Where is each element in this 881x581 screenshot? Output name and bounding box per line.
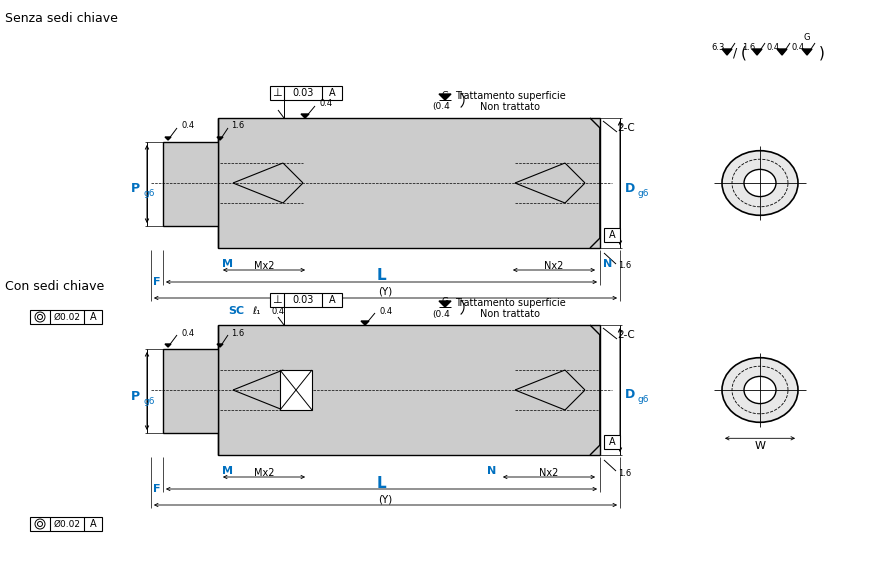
Polygon shape [802,49,812,55]
Text: /: / [733,46,737,59]
Text: 0.4: 0.4 [271,307,285,315]
Text: G: G [803,33,811,41]
Text: (0.4: (0.4 [432,310,450,318]
Text: g6: g6 [143,189,154,199]
Text: ℓ₁: ℓ₁ [252,306,260,316]
Text: A: A [609,230,615,240]
Text: M: M [222,259,233,269]
Text: 0.4: 0.4 [181,121,194,131]
Bar [270,86,342,100]
Ellipse shape [744,376,776,404]
Text: g6: g6 [638,396,649,404]
Text: P: P [130,389,139,403]
Polygon shape [165,344,171,347]
Text: L: L [377,268,386,284]
Bar [163,349,218,433]
Text: 1.6: 1.6 [618,261,632,271]
Ellipse shape [722,150,798,216]
Text: ): ) [819,45,825,60]
Bar [163,142,218,226]
Text: Trattamento superficie: Trattamento superficie [455,298,566,308]
Text: G: G [441,91,448,99]
Text: N: N [487,466,497,476]
Text: F: F [153,484,161,494]
Text: 0.4: 0.4 [766,42,780,52]
Bar [270,293,342,307]
Text: 1.6: 1.6 [742,42,755,52]
Bar [30,517,102,531]
Text: 0.4: 0.4 [792,42,805,52]
Text: 0.03: 0.03 [292,88,314,98]
Text: M: M [222,466,233,476]
Text: Non trattato: Non trattato [480,309,540,319]
Text: (Y): (Y) [378,494,393,504]
Text: A: A [329,88,336,98]
Text: SC: SC [228,306,244,316]
Text: N: N [603,259,612,269]
Ellipse shape [722,358,798,422]
Text: ⊥: ⊥ [272,295,282,305]
Text: D: D [625,389,635,401]
Text: Nx2: Nx2 [544,261,564,271]
Text: L: L [377,475,386,490]
Bar [218,118,600,248]
Polygon shape [301,114,309,118]
Text: A: A [90,519,96,529]
Text: g6: g6 [638,188,649,198]
Text: ⊥: ⊥ [272,88,282,98]
Text: (0.4: (0.4 [432,102,450,112]
Text: 1.6: 1.6 [231,328,244,338]
Ellipse shape [744,170,776,196]
Text: Trattamento superficie: Trattamento superficie [455,91,566,101]
Text: Ø0.02: Ø0.02 [54,519,80,529]
Bar [218,325,600,455]
Text: A: A [90,312,96,322]
Polygon shape [217,344,223,347]
Text: (: ( [741,45,747,60]
Polygon shape [217,137,223,140]
Text: W: W [754,442,766,451]
Text: Senza sedi chiave: Senza sedi chiave [5,12,118,24]
Text: P: P [130,182,139,195]
Text: Ø0.02: Ø0.02 [54,313,80,321]
Text: 0.4: 0.4 [319,99,332,109]
Text: F: F [153,277,161,287]
Text: D: D [625,181,635,195]
Text: Mx2: Mx2 [254,261,274,271]
Text: (Y): (Y) [378,287,393,297]
Text: 1.6: 1.6 [618,468,632,478]
Text: 6.3: 6.3 [712,42,725,52]
Text: g6: g6 [143,396,154,406]
Text: 0.4: 0.4 [379,307,392,315]
Text: Mx2: Mx2 [254,468,274,478]
Text: Nx2: Nx2 [539,468,559,478]
Polygon shape [361,321,369,325]
Text: Con sedi chiave: Con sedi chiave [5,281,104,293]
Text: Non trattato: Non trattato [480,102,540,112]
Text: 0.4: 0.4 [181,328,194,338]
Bar [604,435,620,449]
Text: 1.6: 1.6 [231,121,244,131]
Bar [30,310,102,324]
Text: 2-C: 2-C [617,123,634,133]
Polygon shape [165,137,171,140]
Text: 0.03: 0.03 [292,295,314,305]
Polygon shape [439,94,451,100]
Polygon shape [752,49,762,55]
Polygon shape [777,49,787,55]
Text: G: G [441,297,448,307]
Bar [604,228,620,242]
Polygon shape [439,301,451,307]
Polygon shape [722,49,732,55]
Bar [280,370,312,410]
Text: A: A [609,437,615,447]
Text: 2-C: 2-C [617,330,634,340]
Text: A: A [329,295,336,305]
